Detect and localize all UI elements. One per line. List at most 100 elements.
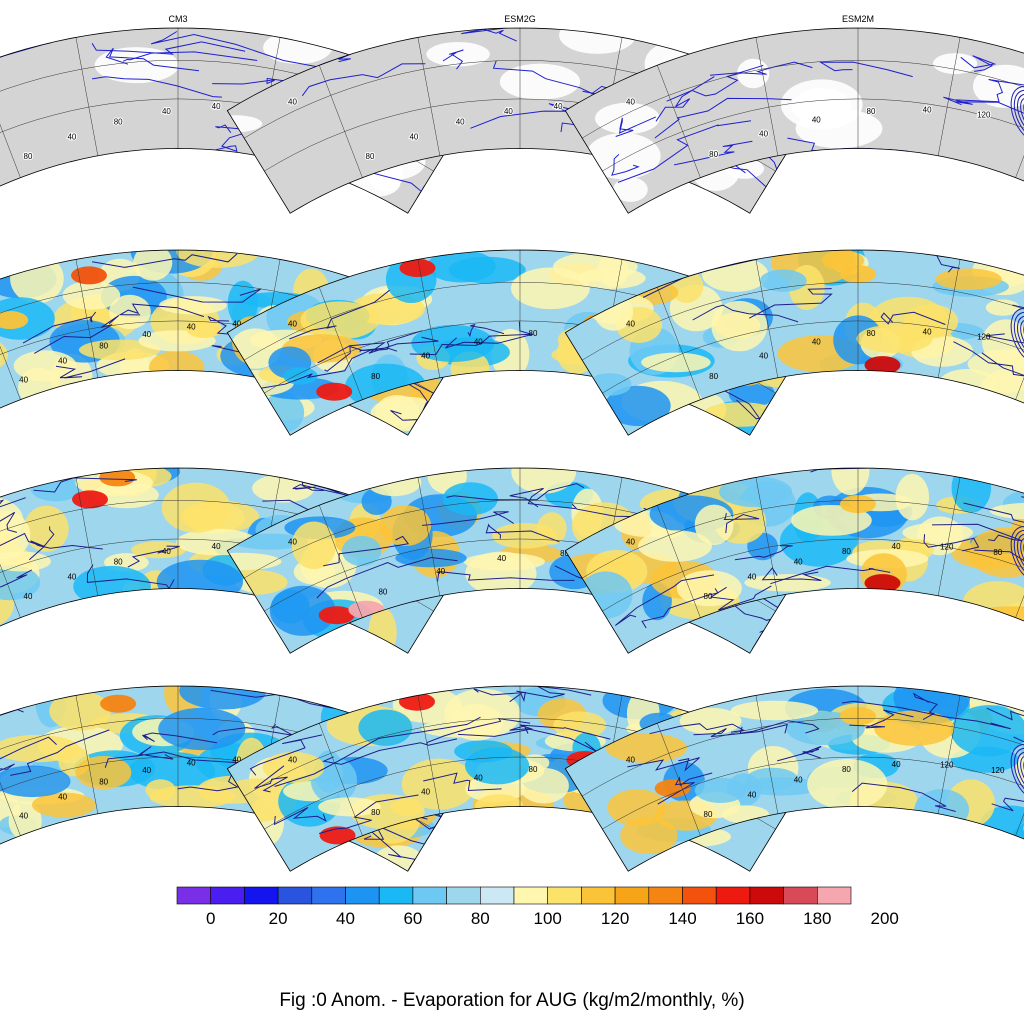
contour-line bbox=[0, 526, 55, 547]
contour-label: 40 bbox=[212, 102, 221, 111]
meridian bbox=[417, 695, 441, 814]
contour-label: 40 bbox=[288, 320, 297, 329]
contour-label: 40 bbox=[747, 790, 756, 799]
anomaly-blob bbox=[179, 686, 267, 710]
meridian bbox=[319, 287, 363, 400]
contour-line bbox=[963, 502, 1024, 550]
contour-ring bbox=[1013, 311, 1024, 362]
contour-line bbox=[611, 154, 640, 176]
meridian bbox=[1015, 65, 1024, 178]
colorbar-swatch bbox=[311, 886, 346, 905]
contour-label: 80 bbox=[371, 372, 380, 381]
contour-line bbox=[317, 336, 439, 364]
contour-label: 40 bbox=[19, 811, 28, 820]
anomaly-blob bbox=[358, 709, 413, 746]
contour-label: 40 bbox=[187, 759, 196, 768]
contour-label: 40 bbox=[759, 130, 768, 139]
contour-line bbox=[851, 782, 956, 812]
colorbar-swatch bbox=[446, 886, 481, 905]
meridian bbox=[937, 477, 961, 596]
contour-line bbox=[880, 311, 946, 325]
anomaly-blob bbox=[967, 349, 1024, 379]
contour-line bbox=[655, 76, 715, 122]
colorbar: 0 20 40 60 80 100 120 140 160 180 200 bbox=[176, 886, 899, 928]
map-frame bbox=[564, 249, 1024, 436]
contour-line bbox=[818, 61, 913, 78]
map-panels: 4080408040408040604080404040401201206040… bbox=[0, 27, 1024, 872]
contour-line bbox=[960, 55, 997, 72]
meridian bbox=[657, 65, 701, 178]
contour-line bbox=[943, 96, 1024, 133]
contour-line bbox=[0, 763, 15, 798]
contour-label: 40 bbox=[892, 760, 901, 769]
parallel bbox=[602, 320, 1024, 394]
contour-label: 80 bbox=[114, 117, 123, 126]
model-header-esm2m: ESM2M bbox=[842, 14, 874, 24]
anomaly-blob bbox=[0, 551, 51, 572]
anomaly-blob bbox=[578, 571, 633, 619]
contour-line bbox=[0, 569, 33, 606]
map-frame bbox=[226, 249, 814, 436]
anomaly-blob bbox=[990, 502, 1024, 520]
anomaly-hotspot bbox=[318, 606, 355, 625]
contour-line bbox=[986, 707, 1024, 762]
anomaly-blob bbox=[553, 711, 607, 739]
anomaly-hotspot bbox=[100, 694, 137, 713]
contour-label: 40 bbox=[142, 330, 151, 339]
contour-label: 40 bbox=[232, 320, 241, 329]
anomaly-blob bbox=[227, 115, 263, 133]
contour-label: 40 bbox=[759, 352, 768, 361]
contour-line bbox=[674, 140, 753, 166]
colorbar-swatch bbox=[648, 886, 683, 905]
colorbar-tick-label: 80 bbox=[471, 909, 490, 928]
contour-line bbox=[516, 686, 592, 699]
anomaly-blob bbox=[613, 177, 648, 202]
contour-line bbox=[212, 77, 292, 85]
colorbar-swatch bbox=[345, 886, 380, 905]
anomaly-blob bbox=[795, 108, 883, 149]
meridian bbox=[657, 505, 701, 618]
anomaly-blob bbox=[620, 817, 678, 854]
anomaly-hotspot bbox=[316, 382, 353, 401]
contour-line bbox=[254, 765, 288, 793]
anomaly-blob bbox=[291, 521, 337, 570]
contour-line bbox=[709, 61, 813, 76]
contour-line bbox=[0, 736, 57, 786]
contour-line bbox=[654, 97, 792, 139]
colorbar-swatch bbox=[682, 886, 717, 905]
contour-label: 40 bbox=[162, 547, 171, 556]
contour-ring bbox=[1016, 751, 1024, 794]
contour-line bbox=[467, 323, 505, 338]
contour-label: 40 bbox=[162, 107, 171, 116]
map-frame bbox=[226, 685, 814, 872]
anomaly-blob bbox=[607, 789, 667, 826]
contour-label: 80 bbox=[867, 107, 876, 116]
contour-line bbox=[509, 487, 576, 510]
anomaly-blob bbox=[232, 533, 308, 550]
anomaly-blob bbox=[161, 482, 231, 533]
map-frame bbox=[564, 467, 1024, 654]
contour-line bbox=[981, 352, 1024, 415]
contour-label: 80 bbox=[709, 150, 718, 159]
map-frame bbox=[0, 27, 472, 214]
anomaly-hotspot bbox=[0, 311, 29, 330]
anomaly-blob bbox=[638, 530, 712, 562]
meridian bbox=[937, 37, 961, 156]
colorbar-swatch bbox=[378, 886, 414, 905]
anomaly-blob bbox=[711, 300, 768, 352]
model-headers: CM3 ESM2G ESM2M bbox=[168, 14, 874, 24]
contour-line bbox=[974, 549, 1024, 603]
anomaly-blob bbox=[463, 552, 545, 571]
anomaly-blob bbox=[426, 42, 490, 67]
contour-label: 40 bbox=[421, 352, 430, 361]
map-frame bbox=[226, 467, 814, 654]
meridian bbox=[75, 37, 99, 156]
anomaly-blob bbox=[75, 755, 132, 790]
anomaly-blob bbox=[759, 269, 807, 292]
meridian bbox=[755, 259, 779, 378]
contour-ring bbox=[1013, 529, 1024, 580]
colorbar-tick-label: 100 bbox=[534, 909, 562, 928]
anomaly-blob bbox=[149, 350, 205, 385]
contour-line bbox=[301, 63, 426, 97]
contour-line bbox=[10, 729, 110, 776]
